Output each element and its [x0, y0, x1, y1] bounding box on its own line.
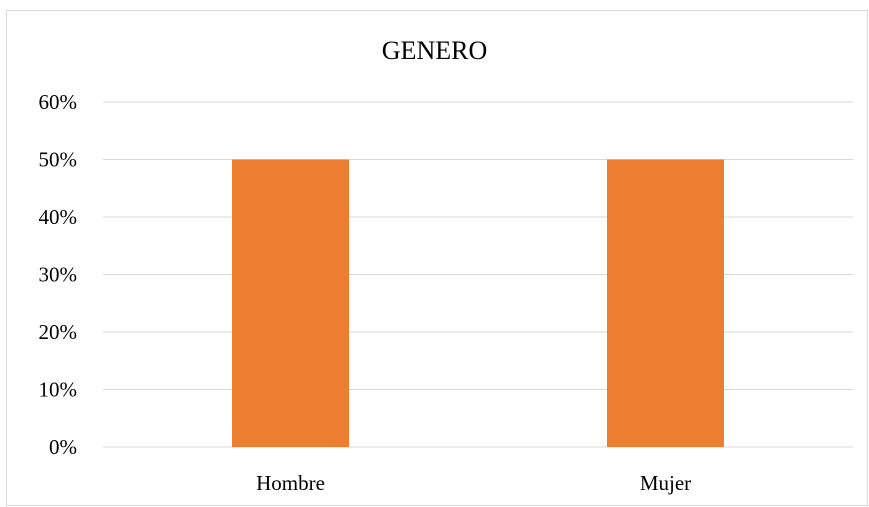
y-tick-label: 60%	[39, 90, 78, 114]
y-tick-label: 50%	[39, 148, 78, 172]
y-tick-label: 20%	[39, 320, 78, 344]
x-tick-label: Hombre	[256, 471, 325, 495]
bar-mujer	[607, 159, 724, 447]
x-axis-tick-labels: Hombre Mujer	[256, 471, 691, 495]
y-tick-label: 0%	[49, 435, 77, 459]
y-axis-tick-labels: 0% 10% 20% 30% 40% 50% 60%	[39, 90, 78, 459]
bar-hombre	[232, 159, 349, 447]
y-tick-label: 30%	[39, 263, 78, 287]
x-tick-label: Mujer	[640, 471, 691, 495]
bars	[232, 159, 724, 447]
chart-frame	[6, 10, 868, 506]
y-tick-label: 40%	[39, 205, 78, 229]
y-tick-label: 10%	[39, 378, 78, 402]
gridlines	[103, 101, 853, 448]
chart-title: GENERO	[381, 36, 488, 65]
